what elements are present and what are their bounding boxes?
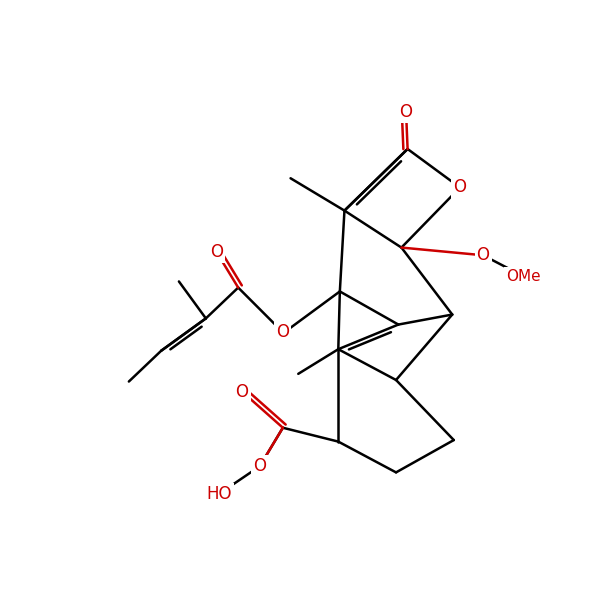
Text: O: O [236,383,248,401]
Text: OMe: OMe [506,269,541,284]
Text: HO: HO [206,485,232,503]
Text: O: O [277,323,289,341]
Text: O: O [210,243,223,261]
Text: O: O [253,457,266,475]
Text: O: O [454,179,466,196]
Text: O: O [400,103,413,121]
Text: O: O [476,246,490,264]
